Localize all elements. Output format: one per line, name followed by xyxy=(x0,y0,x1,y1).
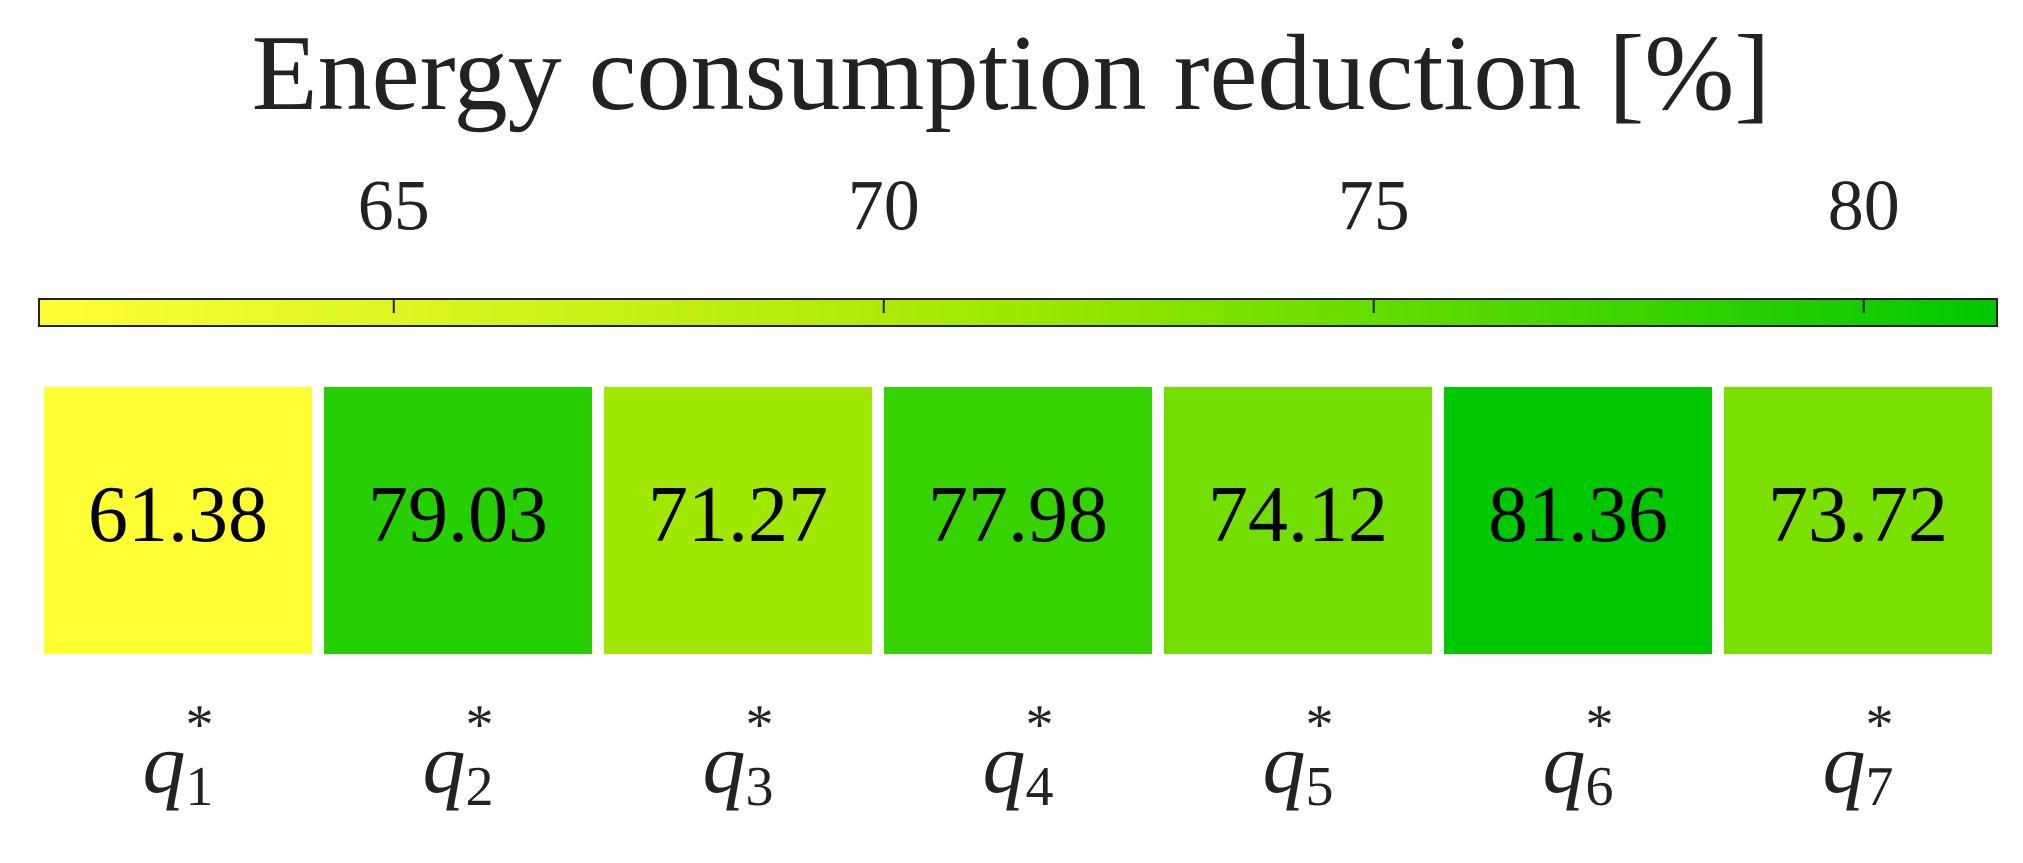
label-base: q xyxy=(1263,715,1306,811)
colorbar xyxy=(38,298,1998,327)
heatmap-cell xyxy=(604,387,872,654)
label-subscript: 3 xyxy=(746,756,774,818)
heatmap-cell xyxy=(884,387,1152,654)
label-base: q xyxy=(983,715,1026,811)
cell-value-label: 74.12 xyxy=(1208,471,1388,559)
heatmap-cell xyxy=(1444,387,1712,654)
label-subscript: 2 xyxy=(466,756,494,818)
label-base: q xyxy=(1823,715,1866,811)
label-superscript: * xyxy=(186,694,214,756)
label-superscript: * xyxy=(1866,694,1894,756)
label-superscript: * xyxy=(1026,694,1054,756)
colorbar-tick-label: 80 xyxy=(1828,166,1900,246)
x-tick-label: q3* xyxy=(703,694,774,818)
label-base: q xyxy=(423,715,466,811)
label-superscript: * xyxy=(1586,694,1614,756)
label-subscript: 1 xyxy=(186,756,214,818)
colorbar-tick-label: 65 xyxy=(358,166,430,246)
cell-value-label: 79.03 xyxy=(368,471,548,559)
heatmap-cell xyxy=(324,387,592,654)
cell-value-label: 71.27 xyxy=(648,471,828,559)
cell-value-label: 77.98 xyxy=(928,471,1108,559)
heatmap-cell xyxy=(1724,387,1992,654)
label-base: q xyxy=(143,715,186,811)
cell-value-label: 81.36 xyxy=(1488,471,1668,559)
label-base: q xyxy=(703,715,746,811)
cell-value-label: 61.38 xyxy=(88,471,268,559)
x-tick-label: q6* xyxy=(1543,694,1614,818)
label-base: q xyxy=(1543,715,1586,811)
label-subscript: 7 xyxy=(1866,756,1894,818)
label-superscript: * xyxy=(466,694,494,756)
x-tick-label: q5* xyxy=(1263,694,1334,818)
x-tick-label: q1* xyxy=(143,694,214,818)
chart-title: Energy consumption reduction [%] xyxy=(252,14,1771,133)
label-subscript: 4 xyxy=(1026,756,1054,818)
label-superscript: * xyxy=(1306,694,1334,756)
heatmap-cell xyxy=(1164,387,1432,654)
heatmap-cell xyxy=(44,387,312,654)
colorbar-tick-label: 75 xyxy=(1338,166,1410,246)
cell-value-label: 73.72 xyxy=(1768,471,1948,559)
colorbar-tick-label: 70 xyxy=(848,166,920,246)
x-tick-label: q2* xyxy=(423,694,494,818)
x-tick-label: q7* xyxy=(1823,694,1894,818)
label-subscript: 5 xyxy=(1306,756,1334,818)
x-tick-label: q4* xyxy=(983,694,1054,818)
label-subscript: 6 xyxy=(1586,756,1614,818)
label-superscript: * xyxy=(746,694,774,756)
